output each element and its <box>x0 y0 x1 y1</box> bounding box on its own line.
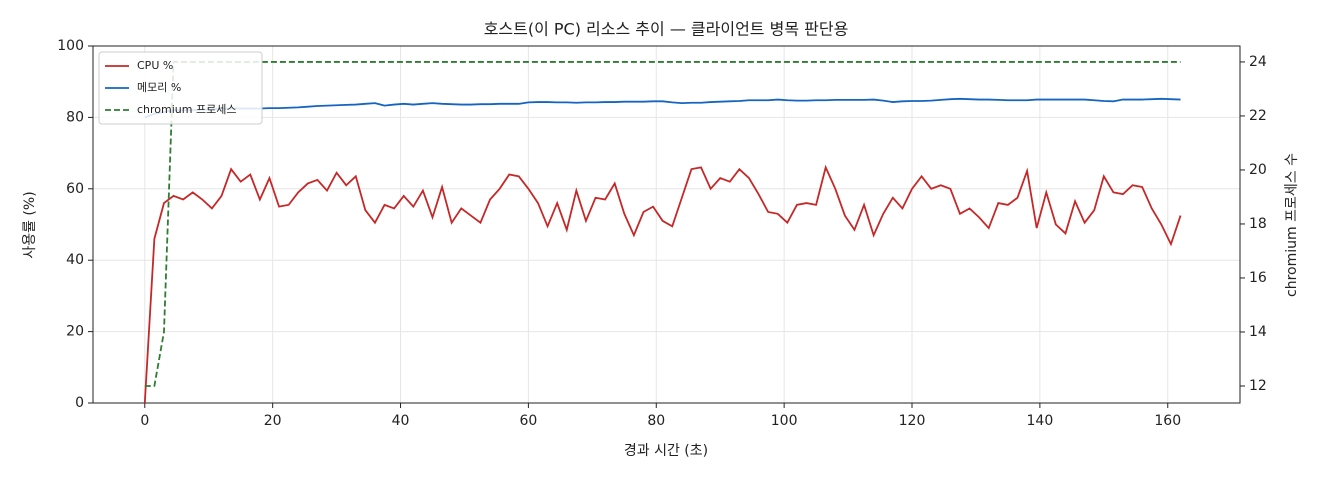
y2-tick-label: 18 <box>1249 216 1267 232</box>
x-tick-label: 60 <box>519 413 537 429</box>
y2-tick-label: 20 <box>1249 162 1267 178</box>
y2-tick-label: 12 <box>1249 378 1267 394</box>
y-tick-label: 100 <box>57 38 84 54</box>
plot-frame <box>92 45 1241 404</box>
y-axis-label: 사용률 (%) <box>22 191 38 258</box>
y2-tick-label: 14 <box>1249 324 1267 340</box>
x-tick-label: 140 <box>1027 413 1054 429</box>
legend-label: chromium 프로세스 <box>137 103 236 116</box>
x-tick-label: 160 <box>1154 413 1181 429</box>
x-tick-label: 80 <box>647 413 665 429</box>
x-axis-label: 경과 시간 (초) <box>624 443 708 459</box>
legend-label: CPU % <box>137 59 173 72</box>
series-line <box>144 61 1181 387</box>
x-tick-label: 120 <box>899 413 926 429</box>
x-tick-label: 0 <box>140 413 149 429</box>
chart-title: 호스트(이 PC) 리소스 추이 — 클라이언트 병목 판단용 <box>484 20 849 39</box>
x-tick-label: 40 <box>392 413 410 429</box>
y-tick-label: 40 <box>66 252 84 268</box>
legend-box <box>98 51 263 125</box>
legend-label: 메모리 % <box>137 81 181 94</box>
y2-axis-label: chromium 프로세스 수 <box>1284 153 1300 297</box>
y-tick-label: 80 <box>66 109 84 125</box>
y-tick-label: 0 <box>75 395 84 411</box>
y-tick-label: 60 <box>66 181 84 197</box>
y2-tick-label: 22 <box>1249 108 1267 124</box>
y2-tick-label: 24 <box>1249 54 1267 70</box>
series-line <box>143 164 1182 404</box>
series-line <box>144 97 1181 119</box>
y-tick-label: 20 <box>66 324 84 340</box>
x-tick-label: 20 <box>264 413 282 429</box>
y2-tick-label: 16 <box>1249 270 1267 286</box>
x-tick-label: 100 <box>771 413 798 429</box>
